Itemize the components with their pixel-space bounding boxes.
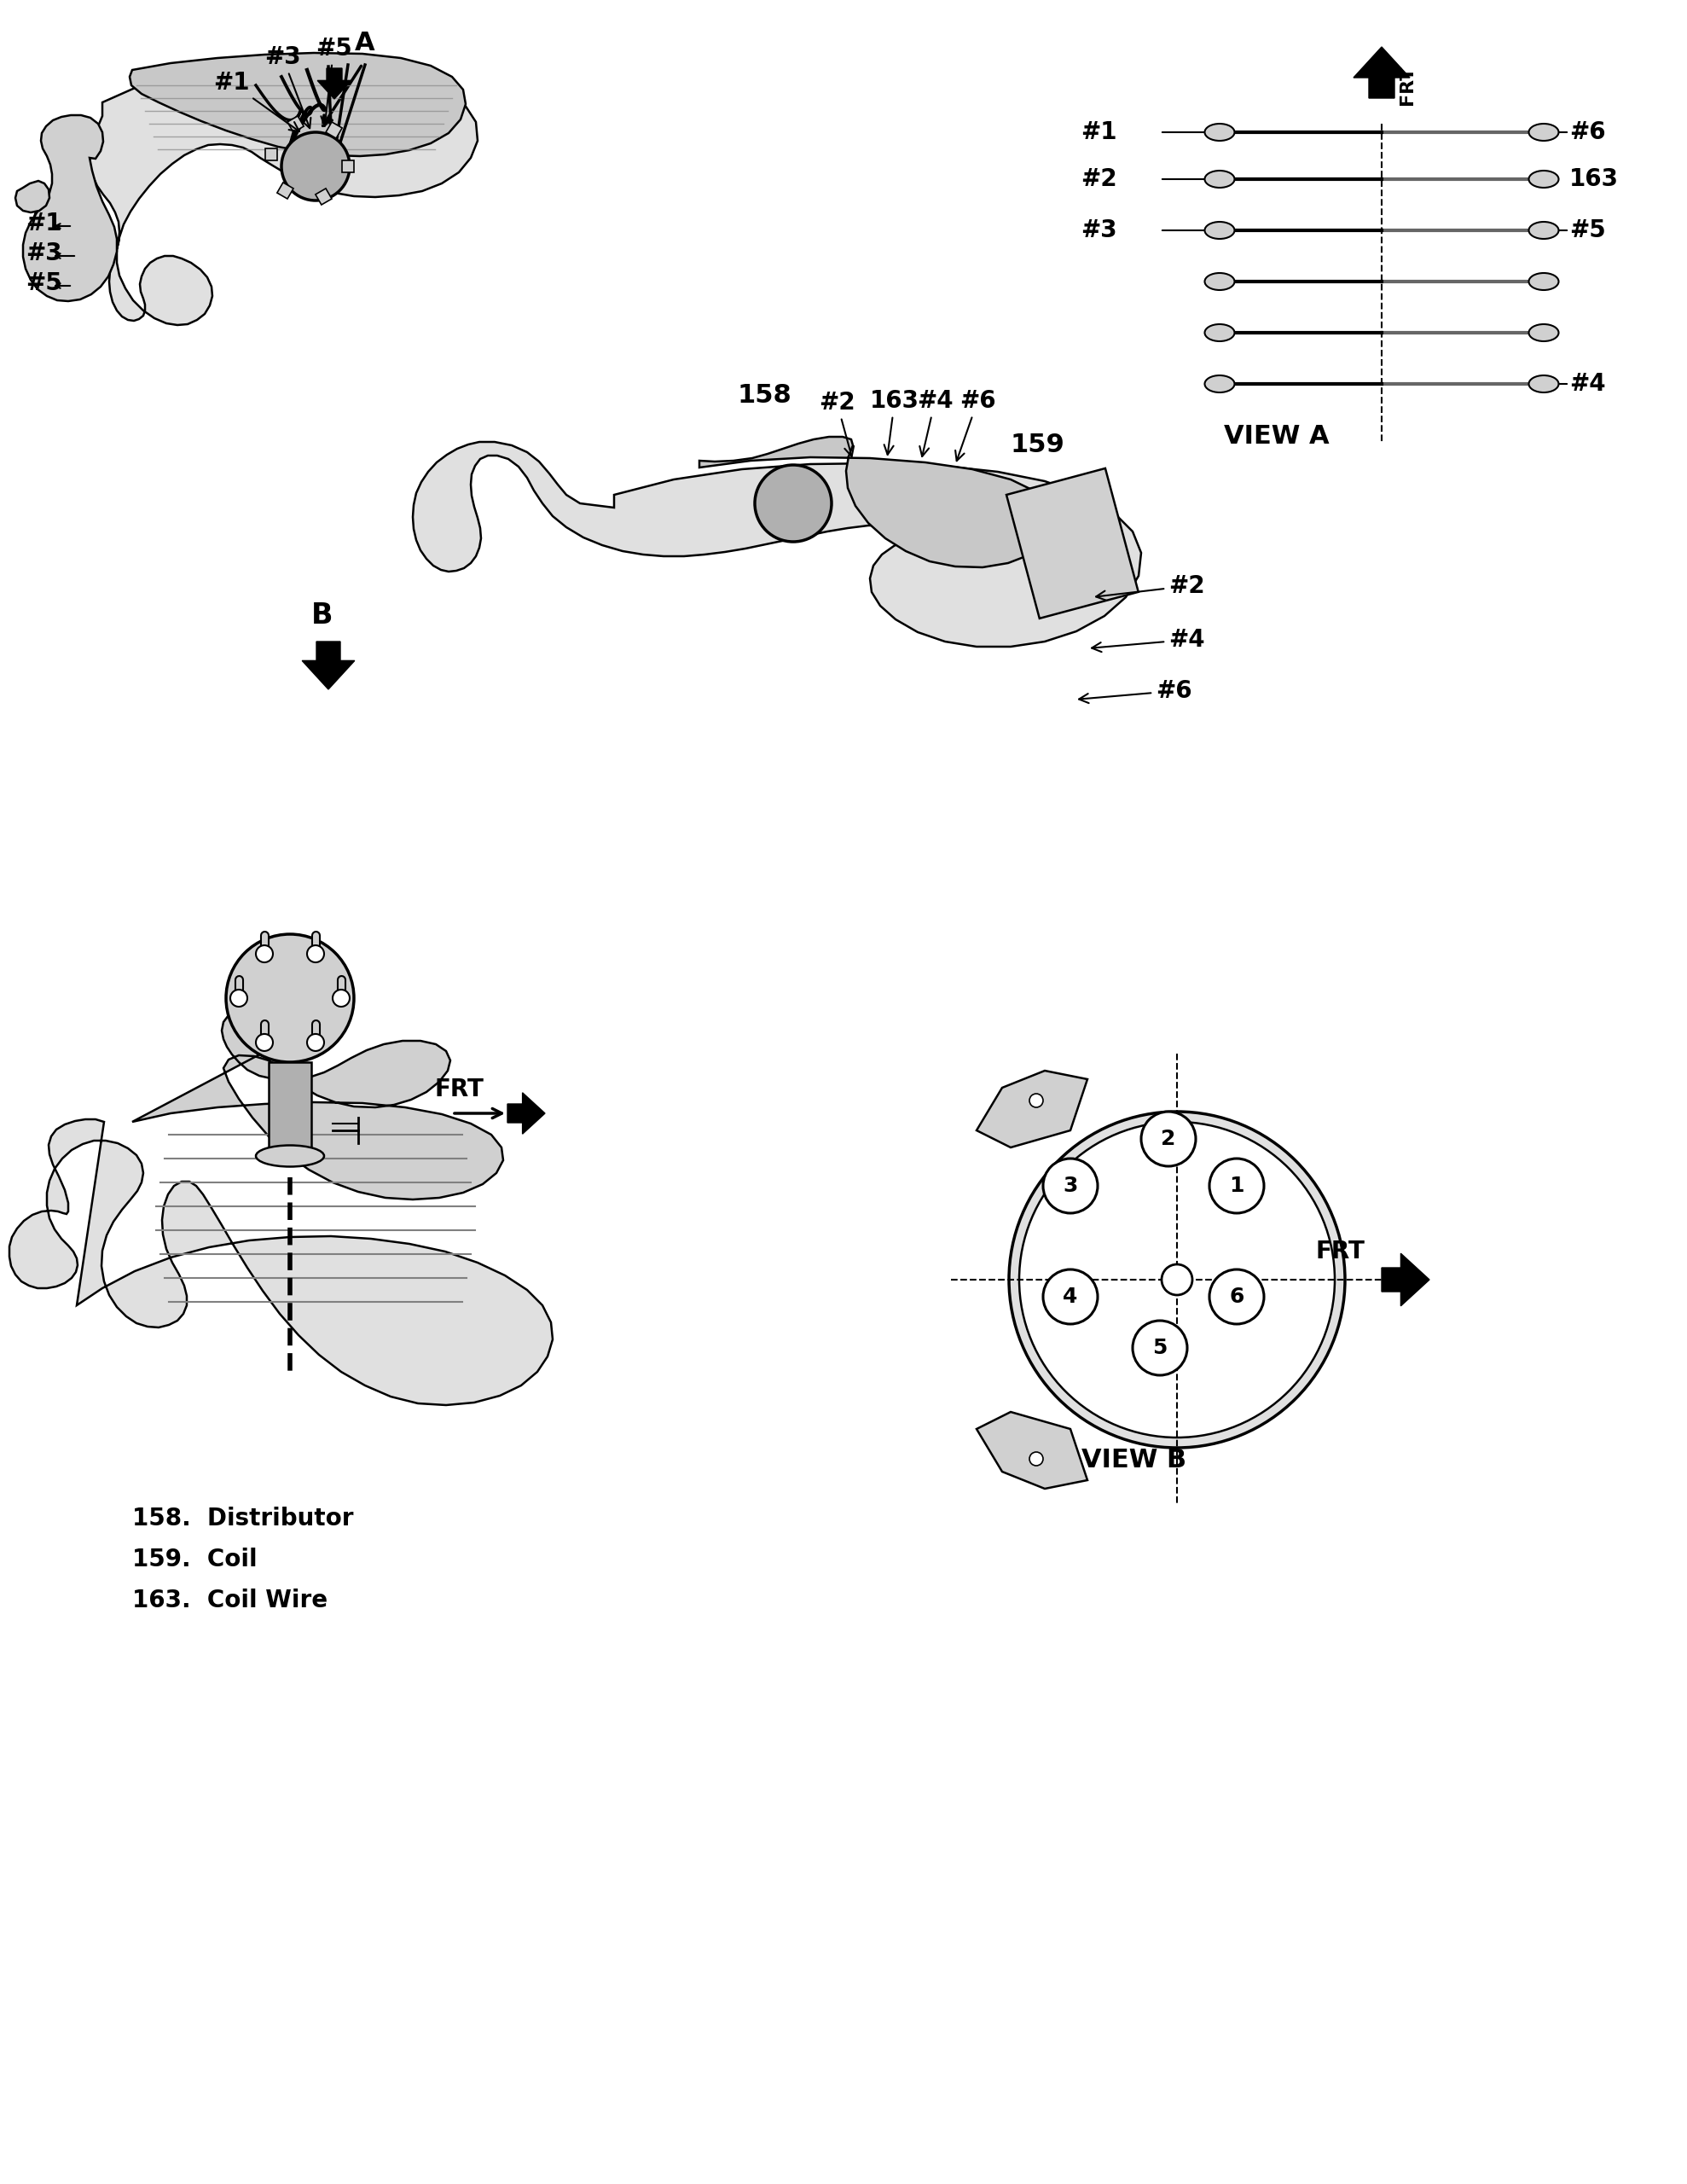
Circle shape: [1029, 1452, 1043, 1465]
Bar: [1007, 467, 1139, 618]
Text: 3: 3: [1063, 1175, 1078, 1197]
Text: 163: 163: [1569, 168, 1620, 190]
Polygon shape: [1382, 1254, 1429, 1306]
Text: #4: #4: [916, 389, 953, 456]
Text: FRT: FRT: [1316, 1241, 1365, 1265]
Ellipse shape: [1528, 273, 1559, 290]
Circle shape: [1162, 1265, 1193, 1295]
Text: #5: #5: [25, 271, 62, 295]
Polygon shape: [317, 68, 351, 98]
Ellipse shape: [1528, 124, 1559, 140]
Text: B: B: [312, 601, 332, 629]
Circle shape: [1132, 1321, 1188, 1376]
Circle shape: [1140, 1112, 1196, 1166]
Text: FRT: FRT: [435, 1077, 484, 1101]
Text: 6: 6: [1230, 1286, 1243, 1306]
Polygon shape: [508, 1092, 545, 1133]
Ellipse shape: [1205, 273, 1235, 290]
Text: #2: #2: [1097, 574, 1205, 601]
Polygon shape: [700, 437, 1056, 568]
Ellipse shape: [1528, 170, 1559, 188]
Polygon shape: [413, 441, 1140, 646]
Polygon shape: [89, 63, 477, 325]
Ellipse shape: [1205, 124, 1235, 140]
Ellipse shape: [1205, 323, 1235, 341]
Polygon shape: [10, 1118, 553, 1404]
Text: #1: #1: [213, 70, 299, 131]
Text: 2: 2: [1161, 1129, 1176, 1149]
Text: 1: 1: [1230, 1175, 1243, 1197]
Text: FRT: FRT: [1399, 66, 1415, 105]
Polygon shape: [15, 181, 49, 212]
Ellipse shape: [1205, 223, 1235, 238]
Text: 5: 5: [1152, 1337, 1167, 1358]
Circle shape: [1029, 1094, 1043, 1107]
Circle shape: [231, 989, 248, 1007]
Text: 158.  Distributor: 158. Distributor: [132, 1507, 354, 1531]
Polygon shape: [977, 1411, 1088, 1489]
Bar: [268, 1061, 312, 1155]
Ellipse shape: [1528, 323, 1559, 341]
Text: 159: 159: [1011, 432, 1064, 456]
Text: #2: #2: [1081, 168, 1117, 190]
Ellipse shape: [1205, 170, 1235, 188]
Bar: [315, 188, 332, 205]
Circle shape: [1043, 1158, 1098, 1212]
Polygon shape: [130, 52, 466, 155]
Polygon shape: [132, 1007, 503, 1199]
Text: #6: #6: [955, 389, 995, 461]
Text: 163: 163: [870, 389, 919, 454]
Text: #1: #1: [1081, 120, 1117, 144]
Text: #4: #4: [1091, 629, 1205, 651]
Text: #6: #6: [1569, 120, 1606, 144]
Text: #3: #3: [1081, 218, 1117, 242]
Text: A: A: [354, 31, 375, 55]
Text: 158: 158: [737, 382, 793, 408]
Bar: [277, 183, 294, 199]
Text: 4: 4: [1063, 1286, 1078, 1306]
Circle shape: [332, 989, 349, 1007]
Text: #4: #4: [1569, 371, 1606, 395]
Bar: [326, 122, 342, 138]
Polygon shape: [977, 1070, 1088, 1147]
Text: VIEW B: VIEW B: [1081, 1448, 1188, 1472]
Bar: [342, 159, 354, 173]
Text: VIEW A: VIEW A: [1223, 424, 1329, 448]
Polygon shape: [302, 642, 354, 690]
Circle shape: [1210, 1158, 1264, 1212]
Text: #5: #5: [1569, 218, 1606, 242]
Text: 163.  Coil Wire: 163. Coil Wire: [132, 1588, 327, 1612]
Text: #3: #3: [265, 46, 310, 129]
Ellipse shape: [256, 1144, 324, 1166]
Text: #2: #2: [818, 391, 855, 456]
Ellipse shape: [1205, 376, 1235, 393]
Text: #1: #1: [25, 212, 62, 236]
Circle shape: [1009, 1112, 1345, 1448]
Text: #6: #6: [1080, 679, 1193, 703]
Circle shape: [754, 465, 832, 542]
Circle shape: [256, 946, 273, 963]
Circle shape: [282, 133, 349, 201]
Circle shape: [226, 935, 354, 1061]
Circle shape: [1210, 1269, 1264, 1324]
Circle shape: [307, 946, 324, 963]
Bar: [287, 116, 304, 133]
Ellipse shape: [1528, 223, 1559, 238]
Bar: [265, 149, 277, 159]
Circle shape: [256, 1033, 273, 1051]
Circle shape: [1043, 1269, 1098, 1324]
Text: 159.  Coil: 159. Coil: [132, 1548, 256, 1572]
Text: #5: #5: [315, 37, 353, 127]
Ellipse shape: [1528, 376, 1559, 393]
Text: #3: #3: [25, 242, 62, 264]
Polygon shape: [24, 116, 116, 301]
Circle shape: [307, 1033, 324, 1051]
Polygon shape: [1353, 46, 1410, 98]
Circle shape: [1019, 1123, 1334, 1437]
